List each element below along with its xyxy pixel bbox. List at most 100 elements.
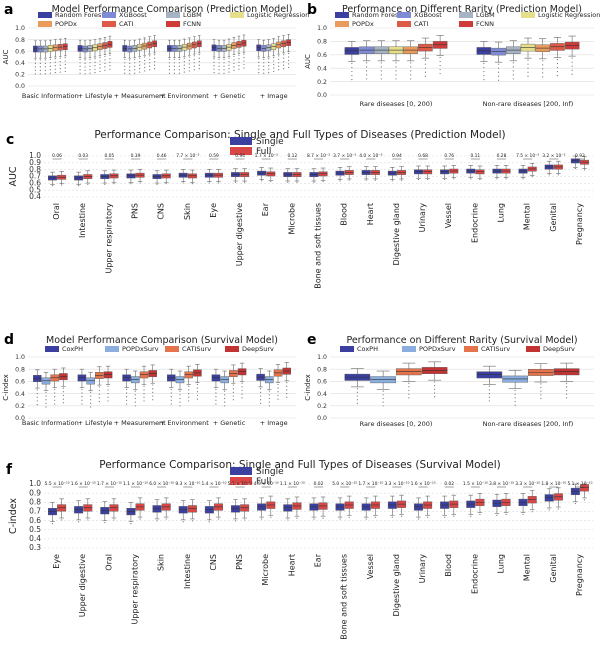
outlier-point [152,395,154,397]
outlier-point [44,59,46,61]
outlier-point [152,384,154,386]
outlier-point [351,66,353,69]
outlier-point [380,62,382,64]
y-tick-label: 0.4 [317,391,327,398]
outlier-point [566,397,568,399]
outlier-point [483,74,485,77]
outlier-point [540,394,542,396]
p-value-label: 1.5 × 10⁻¹⁰ [463,481,488,487]
outlier-point [232,384,234,386]
outlier-point [556,58,559,61]
legend-swatch [166,21,180,27]
outlier-point [191,520,193,522]
outlier-point [434,381,436,383]
outlier-point [44,66,46,68]
outlier-point [134,405,136,407]
outlier-point [173,65,175,67]
outlier-point [134,401,136,403]
chart-title: Model Performance Comparison (Survival M… [46,335,278,346]
outlier-point [263,72,265,74]
outlier-point [188,400,190,402]
outlier-point [322,517,324,519]
y-tick-label: 0.3 [29,543,41,552]
outlier-point [339,180,341,182]
outlier-point [62,398,64,400]
y-tick-label: 1.0 [15,354,25,361]
chart-title: Model Performance Comparison (Prediction… [52,4,293,15]
outlier-point [168,58,171,60]
outlier-point [365,62,368,64]
outlier-point [188,393,190,395]
outlier-point [198,68,200,70]
outlier-point [233,62,235,64]
p-value-label: 5.5 × 10⁻¹⁰ [45,481,70,487]
outlier-point [193,65,195,67]
outlier-point [170,388,172,390]
outlier-point [283,57,285,59]
outlier-point [81,399,83,401]
x-tick-label: + Lifestyle [78,419,113,427]
outlier-point [243,56,245,59]
y-tick-label: 0.9 [29,158,41,167]
outlier-point [260,391,262,393]
p-value-label: 5.0 × 10⁻¹⁰ [332,481,357,487]
outlier-point [296,181,298,183]
outlier-point [424,71,427,73]
outlier-point [540,397,542,400]
outlier-point [427,178,429,181]
y-axis-label: AUC [304,54,312,69]
p-value-label: 0.06 [52,153,62,159]
outlier-point [439,72,441,75]
outlier-point [170,399,172,401]
outlier-point [277,387,279,389]
outlier-point [165,518,167,520]
outlier-point [134,390,136,392]
outlier-point [548,509,550,511]
outlier-point [215,403,217,405]
x-tick-label: Lung [497,203,506,223]
outlier-point [34,59,37,61]
x-tick-label: + Lifestyle [78,92,113,100]
outlier-point [380,70,382,72]
outlier-point [51,522,54,525]
outlier-point [144,66,146,69]
outlier-point [182,182,184,184]
p-value-label: 0.03 [78,153,88,159]
outlier-point [258,68,260,70]
outlier-point [365,78,368,80]
p-value-label: 5.1 × 10⁻¹⁰ [228,481,253,487]
outlier-point [143,400,145,402]
outlier-point [410,78,412,80]
outlier-point [400,179,403,181]
outlier-point [260,395,262,397]
outlier-point [571,69,573,71]
outlier-point [134,69,136,71]
y-tick-label: 0.8 [15,366,25,373]
p-value-label: 8.7 × 10⁻³ [307,153,330,159]
p-value-label: 0.39 [131,153,141,159]
outlier-point [193,55,195,57]
outlier-point [417,518,420,520]
outlier-point [268,394,270,396]
legend-label: Single [256,137,284,147]
outlier-point [126,392,128,394]
legend-label: Random Forest [352,11,401,19]
outlier-point [183,64,185,66]
outlier-point [139,64,141,66]
outlier-point [479,513,481,516]
y-tick-label: 0.6 [317,52,327,59]
legend-label: LGBM [183,11,202,19]
outlier-point [395,62,397,64]
outlier-point [61,519,63,521]
p-value-label: 6.0 × 10⁻¹⁰ [149,481,174,487]
outlier-point [90,395,92,397]
outlier-point [434,396,436,398]
x-tick-label: Bone and soft tissues [314,203,323,289]
outlier-point [126,403,128,405]
outlier-point [434,385,436,387]
outlier-point [49,62,51,64]
outlier-point [89,69,91,71]
outlier-point [427,516,429,518]
outlier-point [49,72,51,74]
outlier-point [196,391,198,393]
